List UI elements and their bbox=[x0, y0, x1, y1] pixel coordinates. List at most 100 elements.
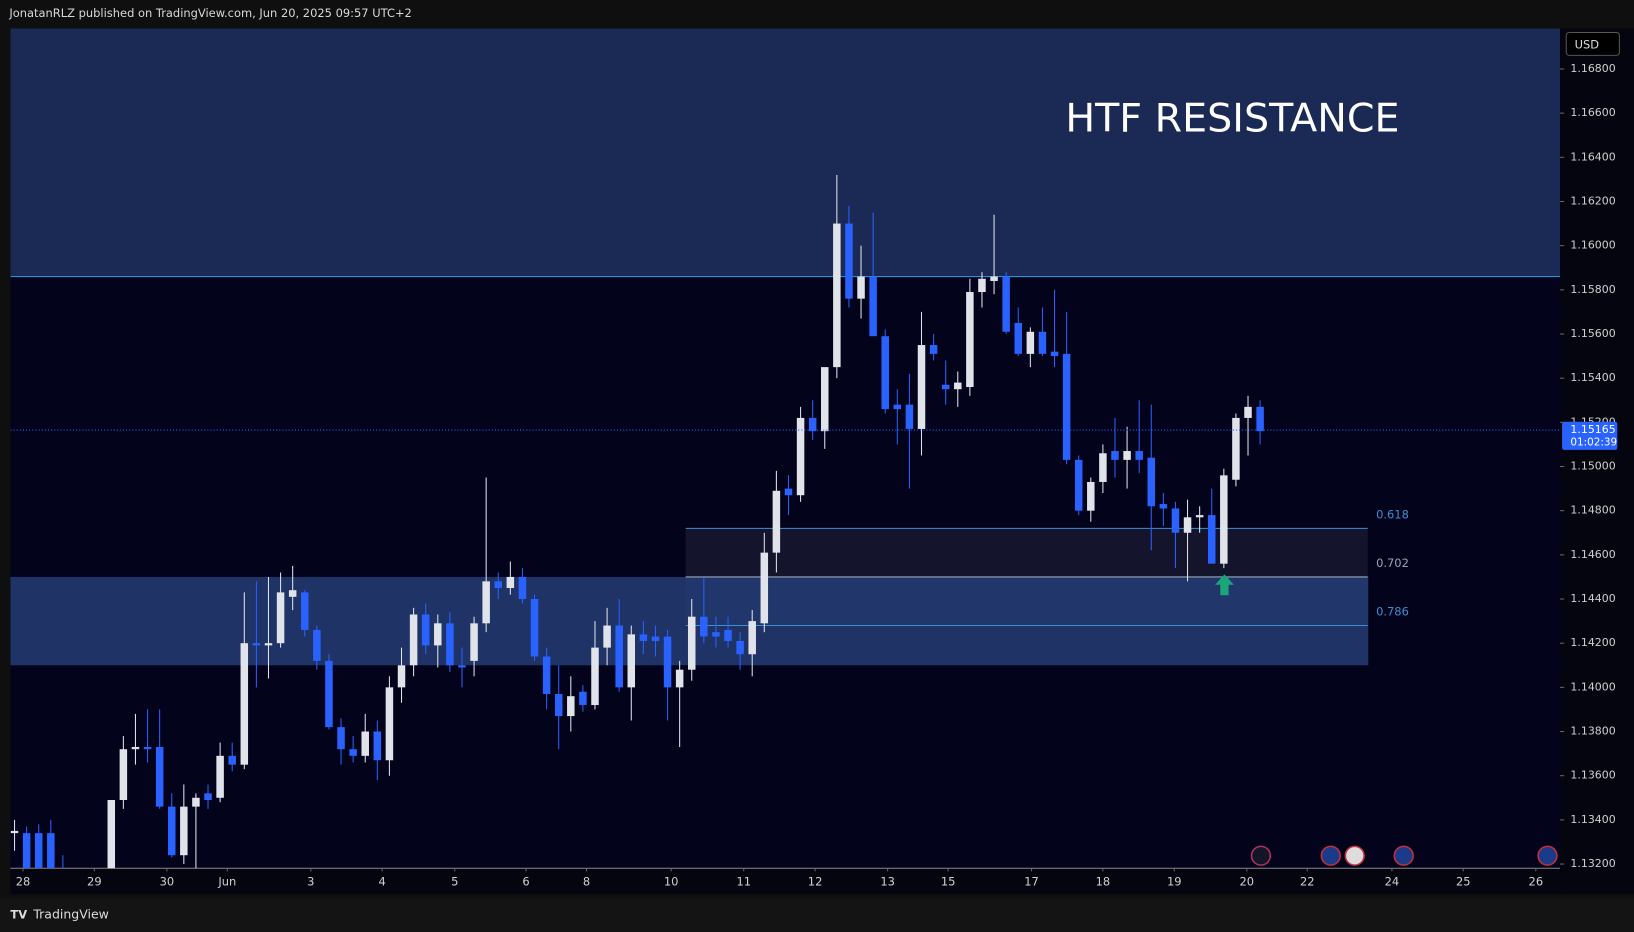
x-tick-label: 8 bbox=[583, 874, 590, 888]
countdown: 01:02:39 bbox=[1570, 437, 1617, 449]
y-tick-label: 1.15000 bbox=[1570, 460, 1615, 473]
y-tick-label: 1.13600 bbox=[1570, 769, 1615, 782]
candle-body bbox=[845, 223, 853, 299]
candle-body bbox=[748, 621, 756, 655]
candle-body bbox=[313, 629, 321, 661]
x-tick-label: 28 bbox=[16, 874, 31, 888]
candle-body bbox=[954, 382, 962, 390]
candle-body bbox=[470, 623, 478, 661]
candle-body bbox=[1050, 351, 1059, 357]
candle-body bbox=[1026, 331, 1035, 354]
candle-body bbox=[361, 731, 369, 756]
fib-label: 0.618 bbox=[1376, 507, 1409, 521]
candle-body bbox=[941, 384, 950, 390]
candle-body bbox=[1038, 331, 1047, 354]
y-tick-label: 1.16800 bbox=[1570, 62, 1615, 75]
y-tick-label: 1.14400 bbox=[1570, 592, 1615, 605]
y-tick-label: 1.16200 bbox=[1570, 194, 1615, 207]
x-tick-label: 18 bbox=[1096, 874, 1111, 888]
candle-body bbox=[1220, 475, 1228, 564]
candle-body bbox=[494, 581, 502, 588]
y-tick-label: 1.14600 bbox=[1570, 548, 1615, 561]
candle-body bbox=[591, 647, 599, 706]
candle-body bbox=[409, 614, 418, 666]
candle-body bbox=[833, 223, 841, 368]
y-tick-label: 1.16600 bbox=[1570, 106, 1615, 119]
candle-body bbox=[167, 806, 176, 856]
plot bbox=[10, 28, 1561, 869]
x-tick-label: 4 bbox=[379, 874, 386, 888]
currency-box[interactable] bbox=[1565, 31, 1620, 56]
candle-body bbox=[554, 693, 563, 717]
candle-body bbox=[458, 665, 466, 668]
candle-body bbox=[1232, 417, 1240, 480]
fib-label: 0.786 bbox=[1376, 604, 1409, 618]
candle-body bbox=[869, 276, 877, 337]
candle-body bbox=[1111, 451, 1119, 460]
candle-body bbox=[107, 800, 116, 869]
x-tick-label: 17 bbox=[1024, 874, 1039, 888]
candle-body bbox=[155, 746, 164, 807]
candle-body bbox=[446, 623, 454, 666]
candle-body bbox=[301, 592, 309, 630]
candle-body bbox=[990, 276, 998, 281]
resistance-zone bbox=[10, 28, 1561, 277]
candle-body bbox=[530, 599, 539, 657]
axes: HTF RESISTANCE 0.618 0.702 0.786 1.13200 1.13… bbox=[16, 62, 1618, 888]
footer-text: TradingView bbox=[32, 907, 109, 922]
candle-body bbox=[1256, 406, 1264, 432]
candle-body bbox=[1074, 459, 1083, 511]
candle-body bbox=[228, 755, 236, 765]
fib-box bbox=[685, 528, 1368, 577]
candle-body bbox=[482, 581, 490, 624]
candle-body bbox=[1014, 322, 1022, 354]
candle-body bbox=[1244, 406, 1252, 418]
y-tick-label: 1.14000 bbox=[1570, 680, 1615, 693]
event-icons bbox=[1250, 845, 1558, 866]
y-tick-label: 1.14200 bbox=[1570, 636, 1615, 649]
candle-body bbox=[567, 696, 575, 717]
candle-body bbox=[663, 636, 672, 688]
candle-body bbox=[34, 833, 43, 869]
candle-body bbox=[180, 806, 188, 856]
candle-body bbox=[627, 634, 636, 688]
arrow-up bbox=[1215, 574, 1234, 596]
candle-body bbox=[603, 625, 611, 648]
x-tick-label: 5 bbox=[451, 874, 458, 888]
candle-body bbox=[579, 691, 587, 706]
candle-body bbox=[1195, 515, 1204, 518]
y-tick-label: 1.16400 bbox=[1570, 150, 1615, 163]
candle-body bbox=[1002, 276, 1010, 332]
candle-body bbox=[736, 640, 744, 655]
y-tick-label: 1.15800 bbox=[1570, 283, 1615, 296]
candle-body bbox=[857, 276, 865, 299]
candle-body bbox=[1171, 508, 1180, 533]
candle-body bbox=[192, 797, 200, 807]
candle-body bbox=[1099, 453, 1107, 482]
candle-body bbox=[1123, 451, 1131, 460]
candle-body bbox=[966, 292, 974, 387]
x-tick-label: 30 bbox=[160, 874, 175, 888]
candle-body bbox=[700, 616, 708, 637]
time-axis bbox=[10, 868, 1561, 895]
candle-body bbox=[264, 643, 273, 646]
candle-body bbox=[978, 278, 986, 293]
candle-body bbox=[397, 665, 406, 688]
candle-body bbox=[506, 576, 515, 588]
candle-body bbox=[772, 490, 781, 553]
x-tick-label: 12 bbox=[808, 874, 823, 888]
zone-label: HTF RESISTANCE bbox=[1065, 96, 1399, 142]
x-tick-label: 22 bbox=[1300, 874, 1315, 888]
currency: USD bbox=[1575, 37, 1600, 51]
candle-body bbox=[240, 643, 249, 765]
x-tick-label: 19 bbox=[1167, 874, 1182, 888]
candle-body bbox=[518, 576, 527, 600]
fib-label: 0.702 bbox=[1376, 556, 1409, 570]
candle-body bbox=[22, 833, 31, 869]
candle-body bbox=[288, 590, 297, 597]
candle-body bbox=[373, 731, 382, 761]
fib-box bbox=[685, 576, 1368, 626]
x-tick-label: 29 bbox=[87, 874, 102, 888]
